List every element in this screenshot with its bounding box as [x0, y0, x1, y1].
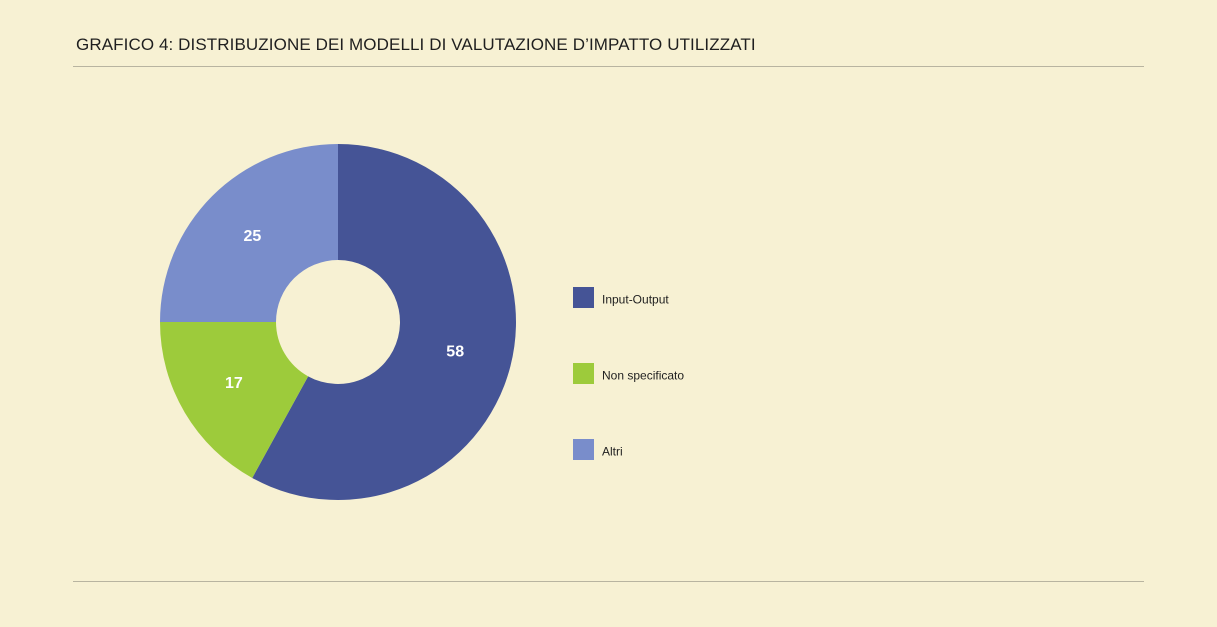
bottom-divider: [73, 581, 1144, 582]
legend-swatch-non-specificato: [573, 363, 594, 384]
legend: Input-Output Non specificato Altri: [573, 287, 684, 460]
slice-input-output: [252, 144, 516, 500]
legend-label-input-output: Input-Output: [602, 293, 669, 307]
slice-labels: 58 17 25: [225, 228, 464, 392]
title-divider: [73, 66, 1144, 67]
legend-swatch-input-output: [573, 287, 594, 308]
data-label-input-output: 58: [446, 344, 464, 361]
slice-altri: [160, 144, 338, 322]
legend-swatch-altri: [573, 439, 594, 460]
legend-label-altri: Altri: [602, 445, 623, 459]
slice-non-specificato: [160, 322, 309, 478]
data-label-non-specificato: 17: [225, 375, 243, 392]
legend-label-non-specificato: Non specificato: [602, 369, 684, 383]
donut-slices: [160, 144, 516, 500]
data-label-altri: 25: [244, 228, 262, 245]
chart-title: GRAFICO 4: DISTRIBUZIONE DEI MODELLI DI …: [76, 35, 756, 54]
